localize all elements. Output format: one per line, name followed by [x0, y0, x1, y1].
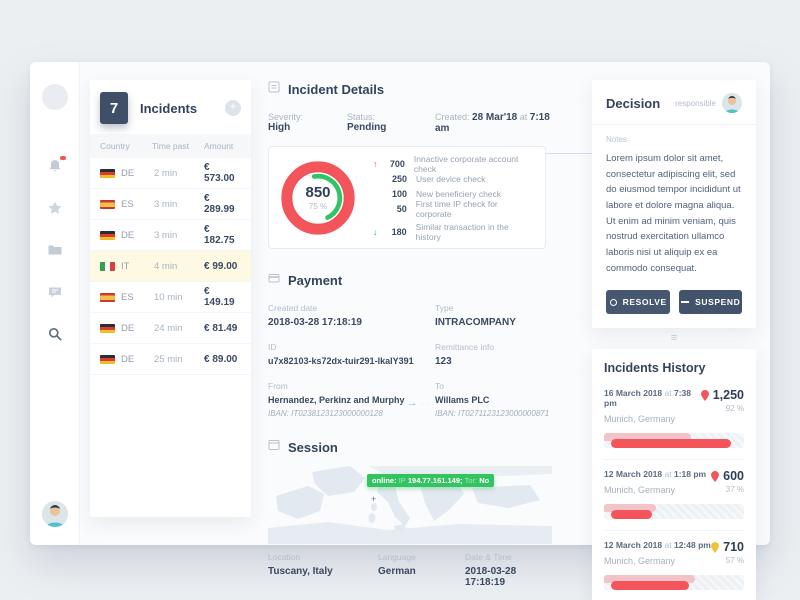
history-item: 16 March 2018 at 7:38 pm Munich, Germany… — [604, 379, 744, 461]
incident-row[interactable]: DE 3 min € 182.75 — [90, 220, 251, 251]
session-section: Session — [268, 438, 552, 456]
incident-details-section: Incident Details Severity: High Status: … — [268, 80, 552, 588]
from-field: From Hernandez, Perkinz and Murphy IBAN:… — [268, 381, 429, 418]
notification-dot — [59, 156, 66, 160]
incident-row-selected[interactable]: IT 4 min € 99.00 — [90, 251, 251, 282]
decision-panel: Decision responsible Notes Lorem ipsum d… — [592, 80, 756, 329]
decision-title: Decision — [606, 95, 661, 111]
risk-score-value: 850 — [305, 184, 331, 201]
resolve-circle-icon — [609, 298, 617, 306]
incidents-history-panel: Incidents History 16 March 2018 at 7:38 … — [592, 349, 756, 600]
incident-row[interactable]: DE 2 min € 573.00 — [90, 158, 251, 189]
check-item: ↓ 180 Similar transaction in the history — [373, 221, 509, 242]
payment-title: Payment — [288, 272, 343, 288]
flag-de-icon — [100, 230, 115, 240]
language-field: Language German — [378, 552, 416, 577]
incident-row[interactable]: DE 25 min € 89.00 — [90, 344, 251, 375]
history-item: 12 March 2018 at 12:48 pm Munich, German… — [604, 531, 744, 600]
type-field: Type INTRACOMPANY — [435, 303, 516, 328]
id-field: ID u7x82103-ks72dx-tuir291-lkalY391 — [268, 342, 414, 366]
details-icon — [268, 80, 280, 98]
divider — [592, 124, 756, 125]
severity-field: Severity: High — [268, 112, 304, 133]
transfer-arrow-icon: · · → · · — [396, 397, 429, 409]
trend-down-icon: ↓ — [373, 226, 378, 237]
suspend-minus-icon — [681, 301, 690, 304]
session-online-badge: online: IP 194.77.161.149; Tor: No — [367, 474, 495, 487]
created-date-field: Created date 2018-03-28 17:18:19 — [268, 303, 362, 328]
flag-de-icon — [100, 168, 115, 178]
remittance-field: Remittance info 123 — [435, 342, 495, 367]
decision-notes: Lorem ipsum dolor sit amet, consectetur … — [606, 153, 741, 274]
incident-row[interactable]: ES 10 min € 149.19 — [90, 282, 251, 313]
favorites-star-icon[interactable] — [47, 200, 63, 216]
location-marker-icon: + — [371, 494, 377, 504]
history-title: Incidents History — [604, 361, 706, 376]
history-score-bars — [604, 433, 744, 449]
incidents-panel: 7 Incidents + Country Time past Amount D… — [90, 80, 251, 517]
user-avatar[interactable] — [42, 501, 68, 527]
add-incident-button[interactable]: + — [225, 100, 241, 116]
history-score-bars — [604, 575, 744, 591]
check-item: 100 New beneficiery check — [391, 188, 502, 199]
incident-row[interactable]: DE 24 min € 81.49 — [90, 313, 251, 344]
payment-section: Payment — [268, 271, 552, 289]
resolve-button[interactable]: RESOLVE — [606, 290, 671, 315]
to-field: To Willams PLC IBAN: IT02711231230000008… — [435, 381, 550, 418]
search-icon[interactable] — [47, 326, 63, 342]
payment-icon — [268, 271, 280, 289]
icon-sidebar — [30, 62, 80, 545]
incidents-count-badge: 7 — [100, 92, 128, 124]
flag-it-icon — [100, 261, 115, 271]
risk-score-box: 850 75 % ↑ 700 Innactive corporate accoun… — [268, 146, 546, 249]
location-field: Location Tuscany, Italy — [268, 552, 333, 577]
flag-de-icon — [100, 323, 115, 333]
map-pin-icon — [711, 541, 720, 553]
connector-line — [546, 153, 592, 154]
map-pin-icon — [700, 389, 709, 401]
trend-up-icon: ↑ — [373, 158, 378, 169]
responsible-label: responsible — [675, 98, 716, 108]
incident-row[interactable]: ES 3 min € 289.99 — [90, 189, 251, 220]
app-logo — [41, 84, 68, 110]
flag-es-icon — [100, 199, 115, 209]
flag-es-icon — [100, 292, 115, 302]
dashboard-window: 7 Incidents + Country Time past Amount D… — [30, 62, 770, 600]
documents-folder-icon[interactable] — [47, 242, 63, 258]
responsible-avatar[interactable] — [722, 93, 742, 113]
history-item: 12 March 2018 at 1:18 pm Munich, Germany… — [604, 460, 744, 532]
notifications-bell-icon[interactable] — [47, 156, 66, 174]
details-title: Incident Details — [288, 81, 385, 97]
created-field: Created: 28 Mar'18 at 7:18 am — [434, 112, 550, 134]
history-score-bars — [604, 504, 744, 520]
suspend-button[interactable]: SUSPEND — [679, 290, 742, 315]
check-item: ↑ 700 Innactive corporate account check — [373, 153, 519, 174]
incidents-column-headers: Country Time past Amount — [90, 134, 251, 158]
session-icon — [268, 438, 280, 456]
datetime-field: Date & Time 2018-03-28 17:18:19 — [465, 552, 517, 588]
map-pin-icon — [711, 470, 720, 482]
status-field: Status: Pending — [346, 112, 387, 133]
panel-drag-handle[interactable]: ≡ — [670, 332, 678, 345]
risk-score-percent: 75 % — [308, 202, 328, 211]
flag-de-icon — [100, 354, 115, 364]
session-title: Session — [288, 439, 338, 455]
session-map: online: IP 194.77.161.149; Tor: No + — [268, 466, 552, 544]
incidents-title: Incidents — [140, 100, 198, 116]
notes-label: Notes — [606, 135, 627, 144]
check-item: 50 First time IP check for corporate — [396, 198, 498, 219]
check-item: 250 User device check — [391, 173, 486, 184]
messages-chat-icon[interactable] — [47, 284, 63, 300]
risk-score-donut: 850 75 % — [279, 159, 357, 237]
